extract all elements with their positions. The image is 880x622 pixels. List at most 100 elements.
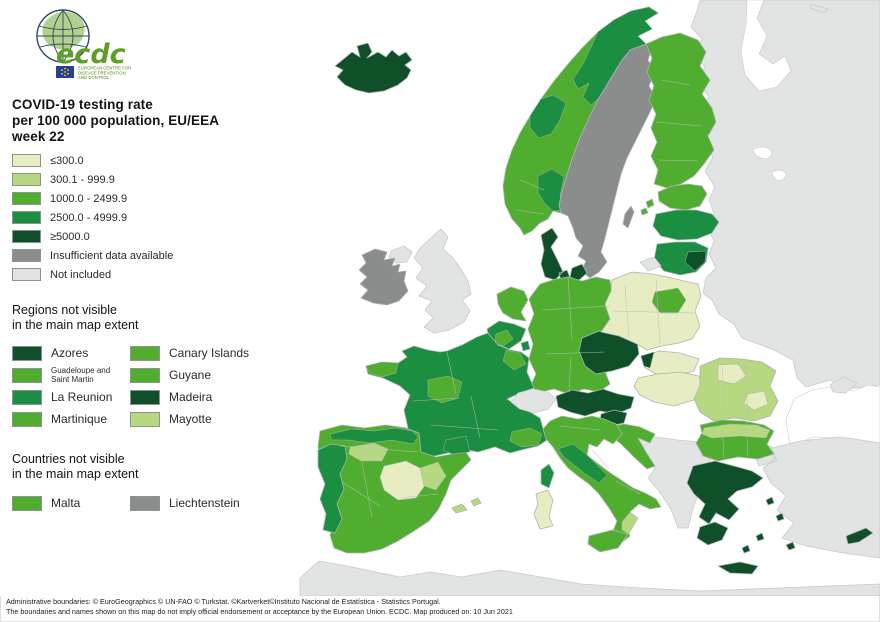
country-swatch-liechtenstein bbox=[130, 495, 160, 511]
regions-section-title-line2: in the main map extent bbox=[12, 318, 139, 332]
legend-label: ≥5000.0 bbox=[50, 230, 90, 243]
map-region-north-africa bbox=[299, 560, 880, 596]
nuts-boundaries bbox=[339, 79, 749, 519]
countries-section-title: Countries not visible in the main map ex… bbox=[12, 452, 312, 482]
map-region-finland bbox=[645, 32, 717, 189]
country-swatch-malta bbox=[12, 495, 42, 511]
map-region-estonia bbox=[657, 183, 708, 211]
region-item-guadeloupe-saint-martin: Guadeloupe and Saint Martin bbox=[12, 366, 130, 384]
region-label: Canary Islands bbox=[169, 346, 250, 360]
region-swatch-la-reunion bbox=[12, 389, 42, 405]
legend-item: 300.1 - 999.9 bbox=[12, 173, 312, 186]
map-region-crimea bbox=[829, 376, 858, 394]
regions-section-title-line1: Regions not visible bbox=[12, 303, 117, 317]
legend: ≤300.0 300.1 - 999.9 1000.0 - 2499.9 250… bbox=[12, 154, 312, 281]
map-region-belgium-south bbox=[494, 329, 514, 347]
map-region-slovakia bbox=[640, 350, 700, 377]
map-region-cyprus bbox=[845, 527, 874, 545]
globe-gridlines bbox=[37, 9, 89, 63]
map-region-ireland bbox=[358, 248, 409, 306]
region-label: Martinique bbox=[51, 412, 108, 426]
legend-label: 1000.0 - 2499.9 bbox=[50, 192, 128, 205]
legend-item: 1000.0 - 2499.9 bbox=[12, 192, 312, 205]
region-item-azores: Azores bbox=[12, 345, 130, 361]
country-label: Liechtenstein bbox=[169, 496, 240, 510]
ecdc-logo: ecdc EUROPEAN CENTRE FOR DISEASE PREVENT… bbox=[36, 9, 131, 80]
logo-tagline-line2: DISEASE PREVENTION bbox=[78, 70, 126, 75]
footer-disclaimer: The boundaries and names shown on this m… bbox=[6, 607, 513, 616]
map-region-portugal bbox=[317, 443, 348, 534]
map-title-line2: per 100 000 population, EU/EEA bbox=[12, 113, 220, 128]
region-item-la-reunion: La Reunion bbox=[12, 389, 130, 405]
map-region-estonia-islands bbox=[640, 198, 655, 216]
region-item-madeira: Madeira bbox=[130, 389, 290, 405]
region-label: Guyane bbox=[169, 368, 212, 382]
region-label: La Reunion bbox=[51, 390, 113, 404]
legend-item: ≥5000.0 bbox=[12, 230, 312, 243]
map-region-sicily bbox=[587, 529, 629, 553]
region-item-canary-islands: Canary Islands bbox=[130, 345, 290, 361]
logo-tagline-line3: AND CONTROL bbox=[78, 75, 110, 80]
map-region-gotland bbox=[622, 205, 635, 229]
ecdc-wordmark: ecdc bbox=[56, 39, 126, 70]
lake-onega bbox=[771, 169, 787, 182]
map-region-italy-center bbox=[557, 443, 608, 484]
map-region-slovakia-west bbox=[640, 351, 655, 369]
legend-swatch-1000-2499 bbox=[12, 192, 41, 205]
map-title-line1: COVID-19 testing rate bbox=[12, 97, 153, 112]
country-item-liechtenstein: Liechtenstein bbox=[130, 495, 290, 511]
eu-flag-icon bbox=[56, 66, 74, 78]
regions-not-visible-section: Regions not visible in the main map exte… bbox=[12, 303, 312, 430]
map-region-latvia bbox=[652, 209, 720, 241]
region-label: Azores bbox=[51, 346, 89, 360]
map-region-austria bbox=[555, 388, 635, 417]
region-swatch-canary-islands bbox=[130, 345, 160, 361]
region-swatch-guadeloupe bbox=[12, 367, 42, 383]
map-region-greece bbox=[686, 460, 796, 575]
map-region-italy-calabria bbox=[621, 511, 639, 535]
legend-item: Insufficient data available bbox=[12, 249, 312, 262]
map-region-norway-trondelag bbox=[529, 94, 567, 139]
region-label: Madeira bbox=[169, 390, 213, 404]
legend-item: Not included bbox=[12, 268, 312, 281]
map-region-kaliningrad bbox=[639, 256, 662, 272]
map-region-spain-valencia bbox=[419, 461, 447, 491]
region-label: Guadeloupe and Saint Martin bbox=[51, 366, 111, 384]
legend-swatch-ge5000 bbox=[12, 230, 41, 243]
map-region-france-brittany bbox=[365, 361, 399, 378]
region-swatch-guyane bbox=[130, 367, 160, 383]
region-swatch-martinique bbox=[12, 411, 42, 427]
legend-item: ≤300.0 bbox=[12, 154, 312, 167]
country-label: Malta bbox=[51, 496, 81, 510]
map-region-romania-southeast bbox=[743, 390, 769, 411]
lake-ladoga bbox=[752, 146, 773, 160]
logo-tagline-line1: EUROPEAN CENTRE FOR bbox=[78, 66, 131, 71]
map-region-svalbard-sliver bbox=[809, 3, 829, 14]
region-item-mayotte: Mayotte bbox=[130, 411, 290, 427]
map-region-balearic-islands bbox=[451, 497, 482, 514]
legend-label: Insufficient data available bbox=[50, 249, 174, 262]
legend-swatch-300-999 bbox=[12, 173, 41, 186]
map-region-spain-north-coast bbox=[329, 427, 419, 445]
legend-label: 300.1 - 999.9 bbox=[50, 173, 115, 186]
map-region-great-britain bbox=[413, 228, 472, 334]
legend-label: ≤300.0 bbox=[50, 154, 84, 167]
map-region-spain-catalonia bbox=[442, 435, 471, 455]
map-title: COVID-19 testing rate per 100 000 popula… bbox=[12, 97, 312, 145]
region-swatch-mayotte bbox=[130, 411, 160, 427]
map-title-line3: week 22 bbox=[12, 129, 65, 144]
legend-label: Not included bbox=[50, 268, 112, 281]
country-item-malta: Malta bbox=[12, 495, 130, 511]
countries-section-title-line2: in the main map extent bbox=[12, 467, 139, 481]
info-panel: ecdc EUROPEAN CENTRE FOR DISEASE PREVENT… bbox=[12, 6, 312, 514]
countries-section-title-line1: Countries not visible bbox=[12, 452, 125, 466]
map-region-netherlands bbox=[496, 286, 529, 322]
map-region-spain-center bbox=[379, 460, 427, 501]
countries-not-visible-section: Countries not visible in the main map ex… bbox=[12, 452, 312, 514]
legend-item: 2500.0 - 4999.9 bbox=[12, 211, 312, 224]
map-region-bulgaria-north bbox=[701, 423, 771, 439]
map-region-romania-center bbox=[717, 363, 747, 385]
region-item-guyane: Guyane bbox=[130, 367, 290, 383]
region-swatch-azores bbox=[12, 345, 42, 361]
